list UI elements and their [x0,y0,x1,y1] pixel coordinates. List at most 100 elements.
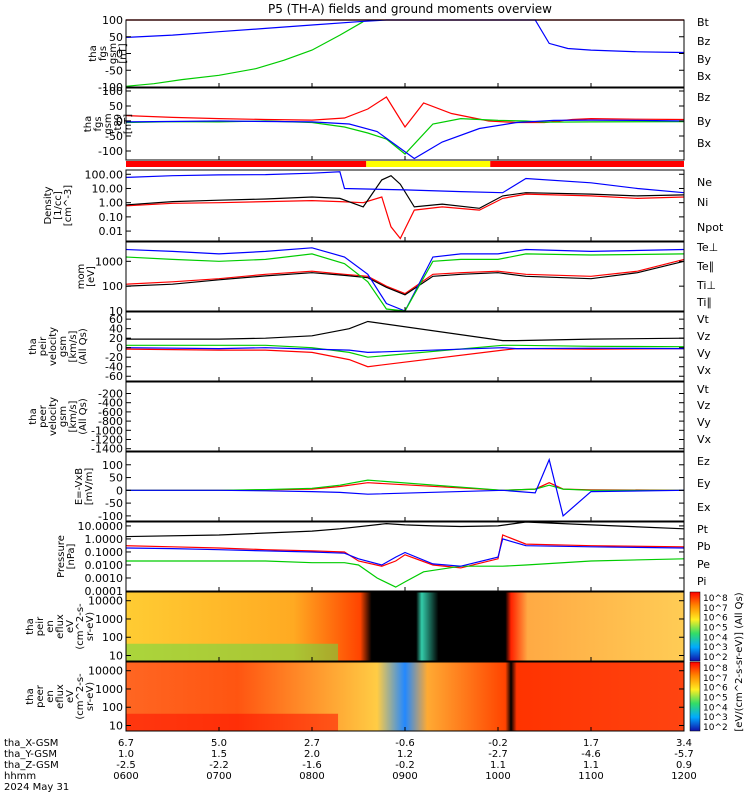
y-axis-label: thapeervelocitygsm[km/s](All Qs) [28,397,89,436]
colorbar-tick: 10^4 [703,633,728,643]
y-axis-label-line: [cm^-3] [63,185,74,226]
y-axis-label-line: tha [88,45,99,61]
legend-By: By [697,115,712,128]
y-tick-label: 0.1000 [85,546,124,559]
y-axis-label-line: tha [83,116,94,132]
colorbar-peir-en-eflux [689,591,701,662]
colorbar-tick: 10^5 [703,694,728,704]
series-Ti⊥ [125,247,685,312]
series-Bx [125,19,685,54]
panel-moms-temp: 1000 100 10 mom[eV] Te⊥ Te∥ Ti⊥ Ti∥ [76,241,718,318]
y-axis-label-line: gsm [58,336,69,357]
legend-Pe: Pe [697,558,710,571]
colorbar-tick: 10^7 [703,674,728,684]
y-tick-label: 0.01 [99,225,124,238]
y-axis-label-line: gsm [58,406,69,427]
legend-Bx: Bx [697,70,712,83]
footer-value: 1.5 [211,749,227,760]
y-tick-label: 10 [109,720,123,733]
y-axis-label-line: eV [65,620,76,633]
panel-fgs-gsm-t89: 100 50 0 -50 -100 thafgsgsm-t89[nT] Bz By Bx [83,85,712,161]
colorbars: 10^810^710^610^510^410^310^2 [eV/(cm^2-s-… [689,591,745,733]
y-tick-label: -1000 [91,424,123,437]
legend-Te∥: Te∥ [696,260,714,273]
y-tick-label: 0 [116,342,123,355]
legend-Npot: Npot [697,221,724,234]
y-tick-label: -20 [105,351,123,364]
colorbar-tick: 10^7 [703,604,728,614]
y-axis-label-line: [eV] [86,266,97,287]
legend-Vz: Vz [697,399,711,412]
y-axis-label-line: [mV/m] [84,468,95,506]
y-axis-label-line: -t89 [113,114,124,134]
footer-value: 1.1 [490,760,506,771]
y-axis-label-line: tha [28,338,39,354]
y-tick-label: 10000 [88,595,123,608]
legend-Ti⊥: Ti⊥ [696,279,716,292]
series-Te⊥ [125,258,685,295]
panel-frame [125,381,685,452]
colorbar-tick: 10^2 [703,723,728,733]
y-axis-label-line: [nT] [118,43,129,63]
y-tick-label: 10 [109,650,123,663]
legend-Ti∥: Ti∥ [696,296,712,309]
y-axis-label-line: E=-VxB [74,468,85,505]
y-tick-label: -1400 [91,443,123,456]
footer-row-label: tha_Z-GSM [4,760,59,771]
legend-Ni: Ni [697,196,708,209]
legend-Ey: Ey [697,477,711,490]
series-By [125,21,364,87]
y-tick-label: 100.00 [85,168,124,181]
colorbar-peer-en-eflux [689,661,701,732]
legend-Bz: Bz [697,91,711,104]
y-axis-label-line: (cm^2-s- [75,673,86,720]
y-tick-label: 1000 [95,613,123,626]
y-axis-label-line: fgs [98,46,109,61]
footer-value: -2.2 [209,760,229,771]
series-Pt [125,521,685,538]
footer-value: 1.0 [118,749,134,760]
y-tick-label: 50 [109,31,123,44]
y-axis-label-line: (All Qs) [78,398,89,435]
y-axis-label-line: [1/cc] [53,191,64,220]
series-Ne [125,193,685,240]
y-tick-label: 0 [116,48,123,61]
footer-value: 0700 [206,771,231,782]
y-tick-label: -600 [98,406,123,419]
series-Vy [126,344,685,358]
footer-value: -4.6 [581,749,601,760]
series-Npot [125,171,685,194]
footer-value: -2.5 [116,760,136,771]
y-tick-label: 10000 [88,665,123,678]
y-axis-label-line: tha [25,688,36,704]
panel-frame [125,241,685,312]
y-tick-label: 10.00 [92,182,124,195]
legend-Ex: Ex [697,501,711,514]
legend-Pi: Pi [697,575,706,588]
colorbar-tick: 10^8 [703,664,728,674]
y-axis-label-line: Density [43,186,54,224]
y-axis-label-line: velocity [48,397,59,436]
y-axis-label-line: peir [35,616,46,636]
y-tick-label: 60 [109,313,123,326]
colorbar-tick: 10^2 [703,653,728,663]
footer-value: -5.7 [674,749,694,760]
y-tick-label: 100 [102,459,123,472]
footer-value: -1.6 [302,760,322,771]
y-axis-label: mom[eV] [76,264,97,290]
footer-value: -2.7 [488,749,508,760]
y-axis-label-line: [km/s] [68,330,79,362]
footer-value: -0.2 [488,738,508,749]
y-tick-label: 0.0100 [85,559,124,572]
colorbar-tick: 10^3 [703,713,728,723]
footer-row-label: tha_Y-GSM [4,749,57,760]
y-axis-label-line: gsm [108,43,119,64]
spectrogram-band [126,713,339,731]
footer-value: 1100 [578,771,603,782]
series-Te∥ [125,260,685,296]
y-axis-label-line: en [45,620,56,633]
